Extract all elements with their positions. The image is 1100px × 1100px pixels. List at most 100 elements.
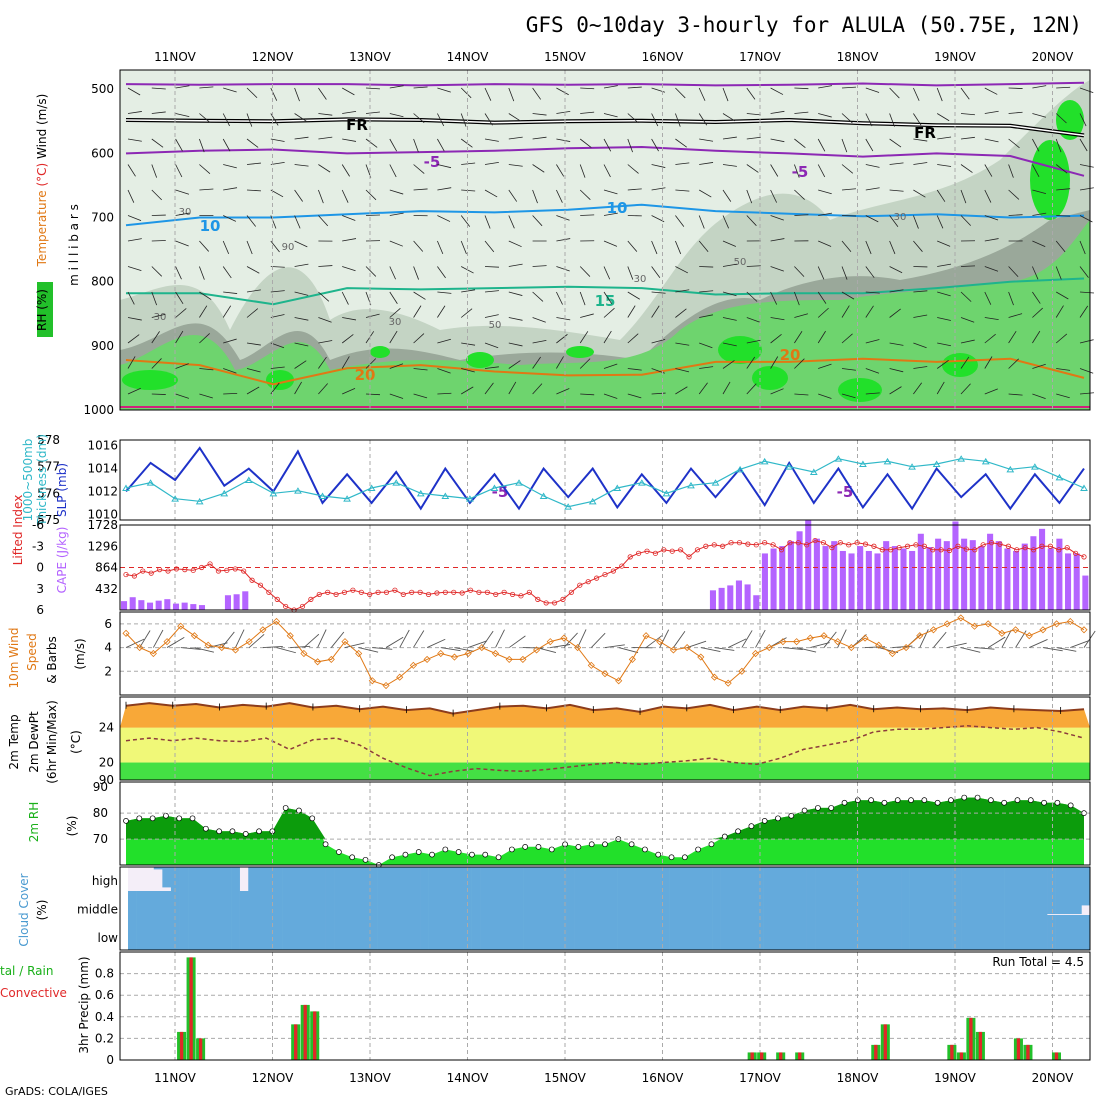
- wind-barb: [579, 164, 586, 178]
- wind-barb: [508, 291, 523, 296]
- wind-barb: [936, 360, 949, 369]
- cloud-bar: [420, 891, 429, 915]
- bottom-date-label: 20NOV: [1032, 1071, 1074, 1085]
- cloud-bar: [686, 867, 696, 891]
- wind-barb: [722, 136, 737, 140]
- wind-barb: [342, 388, 356, 395]
- li-point: [703, 543, 709, 549]
- wind10-barb: [550, 644, 571, 649]
- wind10-barb: [495, 629, 505, 648]
- wind10-barb: [673, 630, 686, 648]
- rh2m-point: [908, 797, 914, 804]
- wind-speed-point: [122, 629, 130, 637]
- wind-speed-point: [327, 655, 335, 663]
- li-point: [753, 542, 759, 548]
- wind-barb: [580, 214, 595, 216]
- cloud-bar: [428, 915, 438, 950]
- cloud-bar: [265, 867, 275, 891]
- cloud-bar: [712, 915, 721, 950]
- wind-barb: [937, 136, 952, 140]
- wind-speed-point: [136, 644, 144, 652]
- li-point: [854, 540, 860, 546]
- rh-high-blob: [370, 346, 390, 358]
- cloud-bar: [557, 867, 567, 891]
- cloud-bar: [488, 891, 498, 915]
- thickness-point: [466, 495, 474, 502]
- rh2m-point: [389, 854, 395, 861]
- cloud-bar: [660, 915, 670, 950]
- wind-speed-point: [259, 626, 267, 634]
- wind-barb: [413, 138, 419, 153]
- cloud-bar: [763, 915, 773, 950]
- precip-convective-bar: [969, 1017, 973, 1060]
- wind-barb: [532, 189, 538, 204]
- wind-barb: [984, 138, 999, 143]
- wind-barb: [580, 313, 594, 318]
- cloud-bar: [840, 867, 850, 891]
- cape-bar: [181, 602, 188, 610]
- wind-barb: [746, 164, 759, 173]
- cloud-bar: [746, 891, 756, 915]
- bottom-date-label: 11NOV: [154, 1071, 196, 1085]
- li-point: [593, 575, 600, 581]
- wind-speed-point: [423, 655, 431, 663]
- cloud-bar: [239, 891, 249, 915]
- wind-barb: [556, 317, 571, 321]
- wind-speed-point: [587, 661, 595, 669]
- wind-barb: [913, 215, 919, 229]
- wind-barb: [1056, 393, 1070, 399]
- wind-barb: [389, 330, 398, 344]
- wind-barb: [1032, 138, 1040, 152]
- wind-barb: [460, 138, 473, 148]
- cloud-bar: [1081, 915, 1091, 950]
- isotherm-line: [126, 277, 1085, 306]
- wind-barb: [556, 238, 571, 242]
- wind-barb: [294, 240, 308, 248]
- wind-barb: [484, 342, 499, 349]
- wind-barb: [484, 215, 491, 229]
- cloud-bar: [480, 867, 490, 891]
- precip-tick: 0: [106, 1053, 114, 1067]
- thickness-point: [195, 497, 204, 505]
- wind-barb: [889, 138, 902, 148]
- wind-barb: [127, 215, 142, 221]
- wind-barb: [651, 113, 659, 127]
- cloud-bar: [729, 891, 739, 915]
- cloud-bar: [883, 867, 893, 891]
- thickness-point: [490, 484, 499, 491]
- cape-tick: 864: [95, 561, 118, 575]
- cloud-bar: [488, 867, 498, 891]
- wind-barb: [556, 110, 571, 114]
- wind-barb: [223, 215, 237, 222]
- wind-barb: [984, 164, 993, 177]
- cloud-bar: [806, 915, 816, 950]
- pressure-tick: 800: [91, 275, 114, 289]
- wind-barb: [199, 333, 210, 344]
- wind-barb: [342, 215, 356, 221]
- wind-barb: [603, 138, 612, 152]
- thickness-point: [809, 468, 818, 475]
- wind-barb: [413, 305, 422, 318]
- wind-barb: [937, 342, 952, 347]
- wind-barb: [127, 138, 142, 142]
- cloud-bar: [574, 915, 584, 950]
- wind-barb: [413, 86, 428, 89]
- cloud-bar: [1038, 867, 1048, 891]
- wind-barb: [151, 313, 166, 318]
- li-point: [1064, 545, 1070, 551]
- wind10-barb: [139, 630, 151, 648]
- cloud-bar: [523, 891, 532, 915]
- wind-speed-point: [834, 638, 842, 646]
- top-date-label: 11NOV: [154, 50, 196, 64]
- li-point: [417, 589, 423, 595]
- rh2m-point: [322, 841, 329, 848]
- li-tick: 3: [36, 582, 44, 596]
- wind-barb: [818, 363, 832, 369]
- wind-barb: [960, 383, 971, 395]
- bottom-date-label: 17NOV: [739, 1071, 781, 1085]
- temp-tick: 24: [99, 721, 114, 735]
- wind-barb: [984, 110, 999, 114]
- wind-barb: [365, 189, 377, 201]
- li-point: [1005, 543, 1011, 549]
- cloud-bar: [1081, 867, 1091, 891]
